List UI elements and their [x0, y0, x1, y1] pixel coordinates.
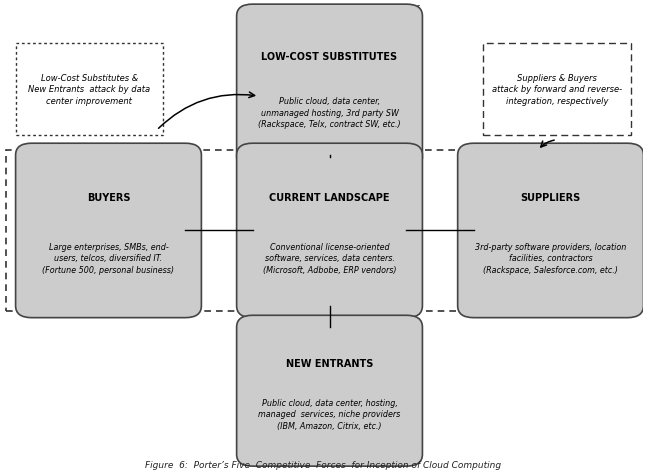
Text: BUYERS: BUYERS	[87, 193, 130, 203]
Text: Suppliers & Buyers
attack by forward and reverse-
integration, respectively: Suppliers & Buyers attack by forward and…	[492, 73, 622, 106]
Text: CURRENT LANDSCAPE: CURRENT LANDSCAPE	[269, 193, 390, 203]
Bar	[243, 8, 419, 160]
Text: LOW-COST SUBSTITUTES: LOW-COST SUBSTITUTES	[262, 51, 398, 61]
FancyBboxPatch shape	[458, 144, 643, 318]
FancyBboxPatch shape	[237, 144, 422, 318]
Text: Public cloud, data center, hosting,
managed  services, niche providers
(IBM, Ama: Public cloud, data center, hosting, mana…	[258, 398, 400, 430]
Bar	[243, 313, 419, 455]
Text: Low-Cost Substitutes &
New Entrants  attack by data
center improvement: Low-Cost Substitutes & New Entrants atta…	[28, 73, 151, 106]
Text: 3rd-party software providers, location
facilities, contractors
(Rackspace, Sales: 3rd-party software providers, location f…	[475, 242, 626, 274]
Text: NEW ENTRANTS: NEW ENTRANTS	[286, 358, 373, 368]
Text: SUPPLIERS: SUPPLIERS	[520, 193, 581, 203]
Bar	[484, 44, 631, 136]
Text: Public cloud, data center,
unmanaged hosting, 3rd party SW
(Rackspace, Telx, con: Public cloud, data center, unmanaged hos…	[258, 97, 401, 129]
FancyBboxPatch shape	[237, 5, 422, 170]
FancyBboxPatch shape	[16, 144, 201, 318]
Text: Conventional license-oriented
software, services, data centers.
(Microsoft, Adbo: Conventional license-oriented software, …	[263, 242, 397, 274]
Bar	[6, 151, 641, 311]
Text: Large enterprises, SMBs, end-
users, telcos, diversified IT.
(Fortune 500, perso: Large enterprises, SMBs, end- users, tel…	[42, 242, 175, 274]
FancyBboxPatch shape	[237, 316, 422, 466]
Bar	[16, 44, 163, 136]
Text: Figure  6:  Porter’s Five  Competitive  Forces  for Inception of Cloud Computing: Figure 6: Porter’s Five Competitive Forc…	[145, 459, 501, 468]
